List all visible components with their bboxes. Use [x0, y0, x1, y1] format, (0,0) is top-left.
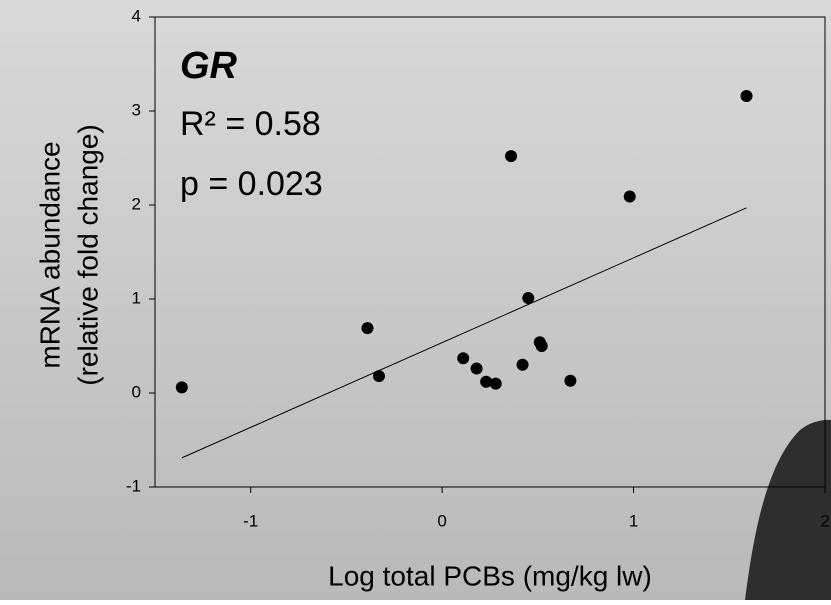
fin-silhouette: [745, 419, 831, 600]
annotation: GR: [180, 45, 238, 87]
data-point: [175, 381, 188, 394]
annotation: R² = 0.58: [180, 105, 321, 143]
data-point: [470, 362, 483, 375]
y-tick-label: 4: [132, 6, 141, 25]
fit-line: [181, 207, 747, 459]
x-tick-label: 2: [820, 511, 829, 530]
data-point: [372, 370, 385, 383]
data-point: [535, 340, 548, 352]
x-tick-label: -1: [243, 511, 258, 530]
y-tick-label: 2: [132, 194, 141, 213]
data-point: [623, 190, 636, 203]
x-axis-label: Log total PCBs (mg/kg lw): [328, 560, 652, 591]
data-point: [564, 374, 577, 387]
y-tick-label: 3: [132, 100, 141, 119]
data-point: [522, 292, 535, 305]
data-point: [489, 377, 502, 390]
x-tick-label: 1: [629, 511, 638, 530]
data-point: [505, 150, 518, 163]
data-point: [457, 352, 470, 365]
x-tick-label: 0: [437, 511, 446, 530]
data-point: [480, 375, 493, 388]
data-point: [740, 89, 753, 102]
y-tick-label: -1: [126, 476, 141, 495]
plot-frame: [154, 16, 826, 488]
data-point: [361, 322, 374, 335]
y-tick-label: 1: [132, 288, 141, 307]
y-axis-label: mRNA abundance: [34, 141, 65, 368]
data-point: [516, 358, 529, 371]
y-tick-label: 0: [132, 382, 141, 401]
y-axis-label: (relative fold change): [72, 124, 103, 385]
annotation: p = 0.023: [180, 165, 323, 203]
